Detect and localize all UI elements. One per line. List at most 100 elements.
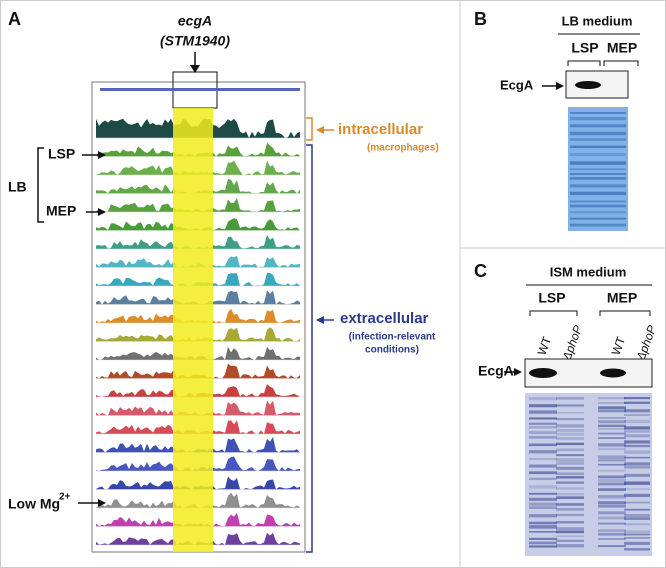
gel-band: [624, 533, 650, 536]
gel-band: [624, 493, 650, 497]
arrow-head: [514, 368, 522, 376]
gel-band: [556, 397, 584, 400]
gel-band: [570, 138, 626, 141]
gel-band: [624, 466, 650, 469]
gel-band: [556, 404, 584, 407]
gel-band: [570, 204, 626, 208]
locus-tag: (STM1940): [160, 33, 230, 49]
gel-band: [624, 462, 650, 466]
coverage-track: [96, 234, 300, 249]
gel-band: [570, 131, 626, 136]
gel-band: [598, 488, 626, 491]
arrow-head: [98, 208, 106, 216]
gel-band: [529, 404, 557, 408]
gel-band: [556, 503, 584, 506]
coverage-track: [96, 178, 300, 194]
gel-band: [570, 112, 626, 114]
coverage-track: [96, 456, 300, 471]
coverage-track: [96, 327, 300, 342]
gel-band: [624, 414, 650, 416]
gel-band: [556, 476, 584, 479]
gel-band: [624, 488, 650, 490]
label: LSP: [48, 146, 75, 162]
gel-band: [529, 531, 557, 533]
gel-band: [598, 424, 626, 427]
gel-band: [624, 401, 650, 404]
gel-band: [556, 429, 584, 432]
gel-band: [556, 472, 584, 475]
gel-band: [556, 530, 584, 534]
gel-band: [570, 223, 626, 227]
gel-band: [598, 479, 626, 482]
coverage-track: [96, 363, 300, 379]
gel-band: [598, 463, 626, 466]
gel-band: [529, 497, 557, 501]
gel-band: [598, 533, 626, 536]
coverage-track: [96, 532, 300, 545]
gel-band: [624, 434, 650, 438]
medium: ISM medium: [550, 264, 627, 279]
gel-band: [598, 455, 626, 459]
gel-band: [529, 426, 557, 429]
gel-band: [529, 471, 557, 475]
gel-band: [556, 513, 584, 517]
gel-band: [556, 539, 584, 542]
panel-label: A: [8, 9, 21, 29]
gel-band: [529, 506, 557, 509]
gel-band: [598, 432, 626, 435]
note: (macrophages): [367, 143, 439, 154]
gel-band: [529, 450, 557, 454]
gel-band: [529, 422, 557, 425]
gel-band: [570, 191, 626, 195]
gel-band: [624, 419, 650, 424]
gel-band: [529, 492, 557, 495]
gel-band: [624, 508, 650, 511]
arrow-head: [98, 151, 106, 159]
gel-band: [570, 184, 626, 188]
gel-band: [570, 161, 626, 165]
gel-band: [598, 437, 626, 439]
arrow-head: [98, 499, 106, 507]
gel-band: [529, 485, 557, 489]
gel-band: [624, 548, 650, 551]
genome-browser: [91, 71, 306, 553]
gel-band: [598, 475, 626, 479]
label: intracellular: [338, 121, 423, 138]
gel-band: [570, 200, 626, 203]
gel-band: [624, 514, 650, 518]
gel-band: [598, 417, 626, 419]
group-label: MEP: [607, 290, 637, 306]
gel-band: [556, 442, 584, 446]
gel-band: [529, 458, 557, 460]
gene-name: ecgA: [178, 13, 212, 29]
coverage-track: [96, 400, 300, 416]
gel-band: [570, 210, 626, 214]
coverage-track: [96, 476, 300, 490]
gel-band: [624, 409, 650, 413]
coverage-track: [96, 420, 300, 434]
label: extracellular: [340, 310, 429, 327]
gel-band: [598, 447, 626, 451]
band: [575, 81, 601, 89]
gel-band: [529, 464, 557, 468]
lane-label: LSP: [571, 40, 598, 56]
gel-band: [556, 448, 584, 452]
label: Low Mg: [8, 496, 60, 512]
gel-band: [598, 504, 626, 508]
gel-band: [570, 177, 626, 180]
gel-band: [624, 473, 650, 477]
gel-band: [598, 522, 626, 525]
gel-band: [556, 412, 584, 414]
gel-band: [624, 481, 650, 485]
gel-band: [556, 418, 584, 421]
gel-band: [598, 495, 626, 499]
gel-bands: [570, 112, 626, 227]
gel-band: [598, 538, 626, 540]
gel-band: [624, 426, 650, 430]
panel-label: B: [474, 9, 487, 29]
gel-band: [598, 545, 626, 548]
superscript: 2+: [59, 492, 71, 503]
gel-band: [624, 530, 650, 534]
gel-band: [598, 459, 626, 462]
bracket: [567, 60, 639, 66]
